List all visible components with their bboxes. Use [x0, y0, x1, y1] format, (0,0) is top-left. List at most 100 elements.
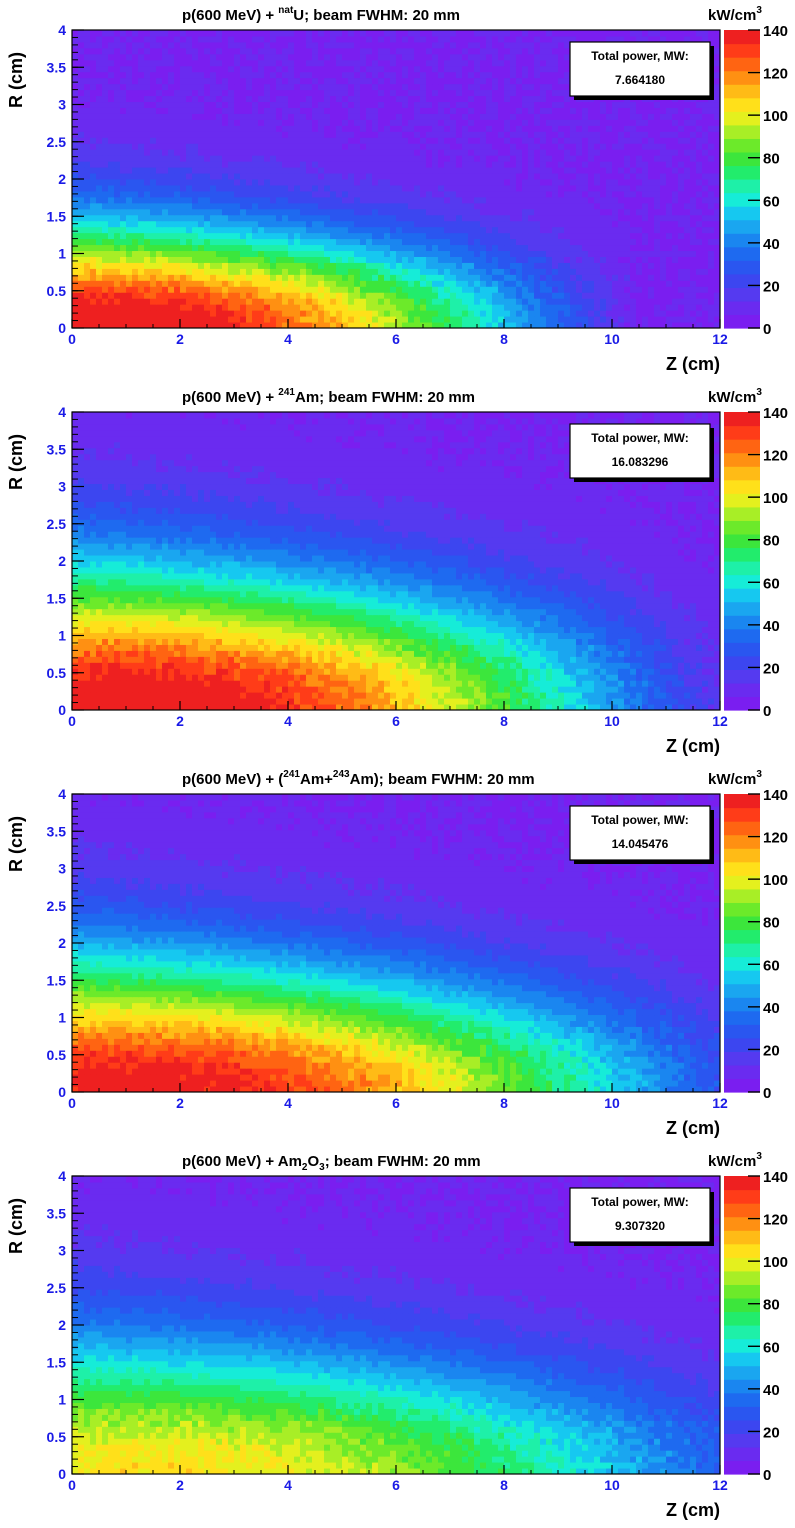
y-tick-label: 2 [58, 553, 66, 569]
y-tick-label: 3.5 [47, 441, 67, 457]
y-tick-label: 1 [58, 1010, 66, 1026]
x-tick-label: 2 [176, 331, 184, 347]
color-scale [724, 794, 760, 1093]
chart-title: p(600 MeV) + (241Am+243Am); beam FWHM: 2… [182, 769, 535, 788]
x-axis-label: Z (cm) [666, 736, 720, 756]
z-tick-label: 0 [763, 1467, 771, 1484]
z-tick-label: 60 [763, 957, 780, 974]
x-tick-label: 10 [604, 713, 620, 729]
y-tick-label: 3 [58, 97, 66, 113]
x-tick-label: 8 [500, 1095, 508, 1111]
z-tick-label: 120 [763, 1212, 788, 1229]
z-tick-label: 140 [763, 1169, 788, 1186]
y-tick-label: 0.5 [47, 1047, 67, 1063]
y-axis-label: R (cm) [6, 52, 26, 108]
y-axis-label: R (cm) [6, 816, 26, 872]
z-tick-label: 120 [763, 830, 788, 847]
x-tick-label: 12 [712, 331, 728, 347]
x-tick-label: 6 [392, 331, 400, 347]
x-tick-label: 2 [176, 1477, 184, 1493]
y-tick-label: 4 [58, 404, 66, 420]
x-tick-label: 8 [500, 331, 508, 347]
z-tick-label: 80 [763, 915, 780, 932]
total-power-value: 7.664180 [615, 73, 665, 87]
z-tick-label: 120 [763, 448, 788, 465]
x-tick-label: 10 [604, 1477, 620, 1493]
y-tick-label: 3.5 [47, 1205, 67, 1221]
y-tick-label: 2.5 [47, 1280, 67, 1296]
x-tick-label: 0 [68, 331, 76, 347]
color-scale [724, 30, 760, 329]
y-tick-label: 3.5 [47, 823, 67, 839]
y-tick-label: 4 [58, 786, 66, 802]
chart-title: p(600 MeV) + Am2O3; beam FWHM: 20 mm [182, 1153, 481, 1173]
x-axis-label: Z (cm) [666, 1500, 720, 1520]
z-tick-label: 80 [763, 151, 780, 168]
x-tick-label: 12 [712, 1477, 728, 1493]
z-tick-label: 100 [763, 108, 788, 125]
y-tick-label: 0 [58, 702, 66, 718]
x-tick-label: 12 [712, 713, 728, 729]
total-power-title: Total power, MW: [591, 1195, 689, 1209]
total-power-title: Total power, MW: [591, 49, 689, 63]
y-tick-label: 3 [58, 479, 66, 495]
x-tick-label: 8 [500, 1477, 508, 1493]
y-axis-label: R (cm) [6, 434, 26, 490]
z-tick-label: 60 [763, 575, 780, 592]
z-tick-label: 120 [763, 66, 788, 83]
z-tick-label: 20 [763, 278, 780, 295]
y-tick-label: 1 [58, 246, 66, 262]
z-tick-label: 100 [763, 872, 788, 889]
y-tick-label: 1.5 [47, 208, 67, 224]
x-tick-label: 2 [176, 1095, 184, 1111]
x-tick-label: 8 [500, 713, 508, 729]
z-tick-label: 20 [763, 660, 780, 677]
x-tick-label: 6 [392, 1095, 400, 1111]
z-tick-label: 140 [763, 23, 788, 40]
y-tick-label: 1 [58, 1392, 66, 1408]
x-tick-label: 0 [68, 713, 76, 729]
z-unit-label: kW/cm3 [708, 1151, 762, 1170]
z-tick-label: 100 [763, 490, 788, 507]
y-tick-label: 4 [58, 22, 66, 38]
z-tick-label: 0 [763, 321, 771, 338]
y-tick-label: 2 [58, 935, 66, 951]
z-tick-label: 60 [763, 1339, 780, 1356]
chart-title: p(600 MeV) + natU; beam FWHM: 20 mm [182, 5, 460, 24]
y-tick-label: 2 [58, 171, 66, 187]
y-tick-label: 3 [58, 1243, 66, 1259]
x-tick-label: 2 [176, 713, 184, 729]
x-tick-label: 6 [392, 1477, 400, 1493]
total-power-value: 16.083296 [612, 455, 669, 469]
z-tick-label: 0 [763, 703, 771, 720]
z-tick-label: 40 [763, 1000, 780, 1017]
x-tick-label: 4 [284, 713, 292, 729]
total-power-value: 9.307320 [615, 1219, 665, 1233]
x-tick-label: 10 [604, 1095, 620, 1111]
chart-title: p(600 MeV) + 241Am; beam FWHM: 20 mm [182, 387, 475, 406]
y-tick-label: 0 [58, 1466, 66, 1482]
x-tick-label: 10 [604, 331, 620, 347]
total-power-title: Total power, MW: [591, 813, 689, 827]
z-tick-label: 20 [763, 1042, 780, 1059]
x-tick-label: 4 [284, 331, 292, 347]
y-tick-label: 0.5 [47, 665, 67, 681]
y-tick-label: 3.5 [47, 59, 67, 75]
y-tick-label: 2.5 [47, 516, 67, 532]
y-tick-label: 1 [58, 628, 66, 644]
y-tick-label: 0 [58, 1084, 66, 1100]
z-tick-label: 40 [763, 1382, 780, 1399]
z-tick-label: 0 [763, 1085, 771, 1102]
y-tick-label: 1.5 [47, 972, 67, 988]
x-tick-label: 0 [68, 1095, 76, 1111]
y-tick-label: 4 [58, 1168, 66, 1184]
z-tick-label: 60 [763, 193, 780, 210]
z-tick-label: 40 [763, 236, 780, 253]
y-axis-label: R (cm) [6, 1198, 26, 1254]
